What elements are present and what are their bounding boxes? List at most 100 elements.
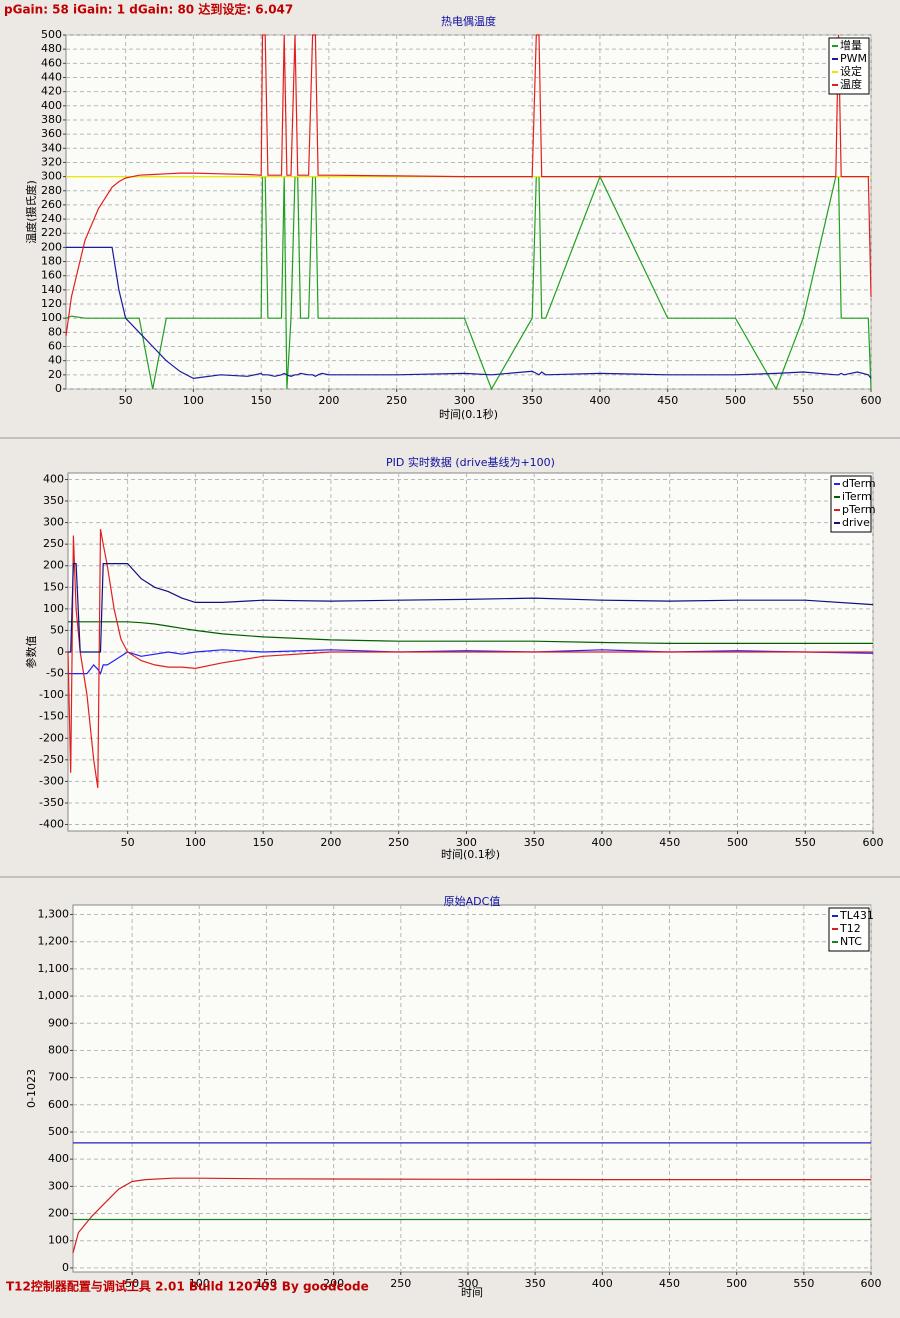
y-axis-label: 温度(摄氏度) <box>24 180 38 244</box>
x-tick-label: 450 <box>659 1277 680 1290</box>
y-tick-label: -50 <box>46 667 64 680</box>
y-tick-label: -150 <box>39 710 64 723</box>
series-line <box>72 1177 871 1254</box>
x-tick-label: 600 <box>861 1277 882 1290</box>
y-axis-label: 参数值 <box>24 636 38 669</box>
y-tick-label: -400 <box>39 818 64 831</box>
x-axis-label: 时间(0.1秒) <box>441 847 500 861</box>
plot-area <box>65 34 872 390</box>
y-tick-label: 600 <box>48 1098 69 1111</box>
x-tick-label: 200 <box>320 836 341 849</box>
x-axis-label: 时间(0.1秒) <box>439 407 498 421</box>
x-tick-label: 500 <box>726 1277 747 1290</box>
x-tick-label: 400 <box>592 1277 613 1290</box>
chart-title: PID 实时数据 (drive基线为+100) <box>386 455 555 469</box>
y-tick-label: 320 <box>41 155 62 168</box>
y-tick-label: 900 <box>48 1016 69 1029</box>
series-line <box>68 563 874 653</box>
y-tick-label: 300 <box>41 170 62 183</box>
x-tick-label: 150 <box>253 836 274 849</box>
y-tick-label: 260 <box>41 198 62 211</box>
x-tick-label: 100 <box>183 394 204 407</box>
x-tick-label: 500 <box>727 836 748 849</box>
y-tick-label: 100 <box>43 602 64 615</box>
y-tick-label: -200 <box>39 731 64 744</box>
x-tick-label: 150 <box>256 1277 277 1290</box>
y-tick-label: 700 <box>48 1071 69 1084</box>
legend-label: 温度 <box>840 77 862 91</box>
x-tick-label: 250 <box>390 1277 411 1290</box>
legend-label: 设定 <box>840 64 862 78</box>
legend-label: iTerm <box>842 490 872 503</box>
y-tick-label: 800 <box>48 1043 69 1056</box>
plot-area <box>72 904 872 1273</box>
series-line <box>65 34 872 336</box>
y-tick-label: 100 <box>41 311 62 324</box>
y-tick-label: 1,100 <box>38 962 70 975</box>
legend-label: TL431 <box>839 909 874 922</box>
y-tick-label: 40 <box>48 354 62 367</box>
x-tick-label: 600 <box>863 836 884 849</box>
y-tick-label: 500 <box>41 28 62 41</box>
x-tick-label: 250 <box>388 836 409 849</box>
x-tick-label: 350 <box>524 836 545 849</box>
y-tick-label: 50 <box>50 623 64 636</box>
y-tick-label: 400 <box>41 99 62 112</box>
y-tick-label: 0 <box>57 645 64 658</box>
y-tick-label: 150 <box>43 580 64 593</box>
x-tick-label: 600 <box>861 394 882 407</box>
x-tick-label: 500 <box>725 394 746 407</box>
y-tick-label: 1,200 <box>38 935 70 948</box>
y-tick-label: 350 <box>43 494 64 507</box>
series-line <box>68 621 873 644</box>
x-tick-label: 550 <box>795 836 816 849</box>
x-tick-label: 100 <box>185 836 206 849</box>
y-tick-label: 500 <box>48 1125 69 1138</box>
y-tick-label: 360 <box>41 127 62 140</box>
y-tick-label: -350 <box>39 796 64 809</box>
chart-title: 热电偶温度 <box>441 14 496 28</box>
x-tick-label: 350 <box>525 1277 546 1290</box>
y-tick-label: 300 <box>43 516 64 529</box>
x-tick-label: 250 <box>386 394 407 407</box>
legend-label: NTC <box>840 935 862 948</box>
x-tick-label: 400 <box>591 836 612 849</box>
footer: T12控制器配置与调试工具 2.01 Build 120703 By goodc… <box>6 1279 369 1294</box>
y-tick-label: -250 <box>39 753 64 766</box>
y-tick-label: 160 <box>41 269 62 282</box>
legend-label: dTerm <box>842 477 876 490</box>
x-tick-label: 300 <box>457 1277 478 1290</box>
y-tick-label: 280 <box>41 184 62 197</box>
x-tick-label: 50 <box>125 1277 139 1290</box>
series-line <box>67 528 873 788</box>
x-tick-label: 50 <box>119 394 133 407</box>
y-tick-label: 60 <box>48 340 62 353</box>
legend-label: T12 <box>839 922 861 935</box>
y-tick-label: 440 <box>41 70 62 83</box>
x-tick-label: 300 <box>456 836 477 849</box>
x-tick-label: 150 <box>251 394 272 407</box>
legend-label: pTerm <box>842 503 876 516</box>
gain-status: pGain: 58 iGain: 1 dGain: 80 达到设定: 6.047 <box>4 2 293 17</box>
y-tick-label: 1,300 <box>38 908 70 921</box>
chart-title: 原始ADC值 <box>444 894 501 908</box>
x-tick-label: 550 <box>793 394 814 407</box>
y-tick-label: 480 <box>41 42 62 55</box>
x-tick-label: 50 <box>121 836 135 849</box>
y-tick-label: 400 <box>43 472 64 485</box>
series-line <box>66 246 872 380</box>
y-tick-label: 340 <box>41 141 62 154</box>
x-tick-label: 400 <box>589 394 610 407</box>
y-axis-label: 0-1023 <box>25 1069 38 1108</box>
y-tick-label: 1,000 <box>38 989 70 1002</box>
x-tick-label: 450 <box>659 836 680 849</box>
y-tick-label: 80 <box>48 325 62 338</box>
x-tick-label: 550 <box>793 1277 814 1290</box>
y-tick-label: 460 <box>41 56 62 69</box>
y-tick-label: 250 <box>43 537 64 550</box>
y-tick-label: -300 <box>39 774 64 787</box>
y-tick-label: 420 <box>41 85 62 98</box>
x-tick-label: 200 <box>318 394 339 407</box>
legend-label: drive <box>842 516 870 529</box>
